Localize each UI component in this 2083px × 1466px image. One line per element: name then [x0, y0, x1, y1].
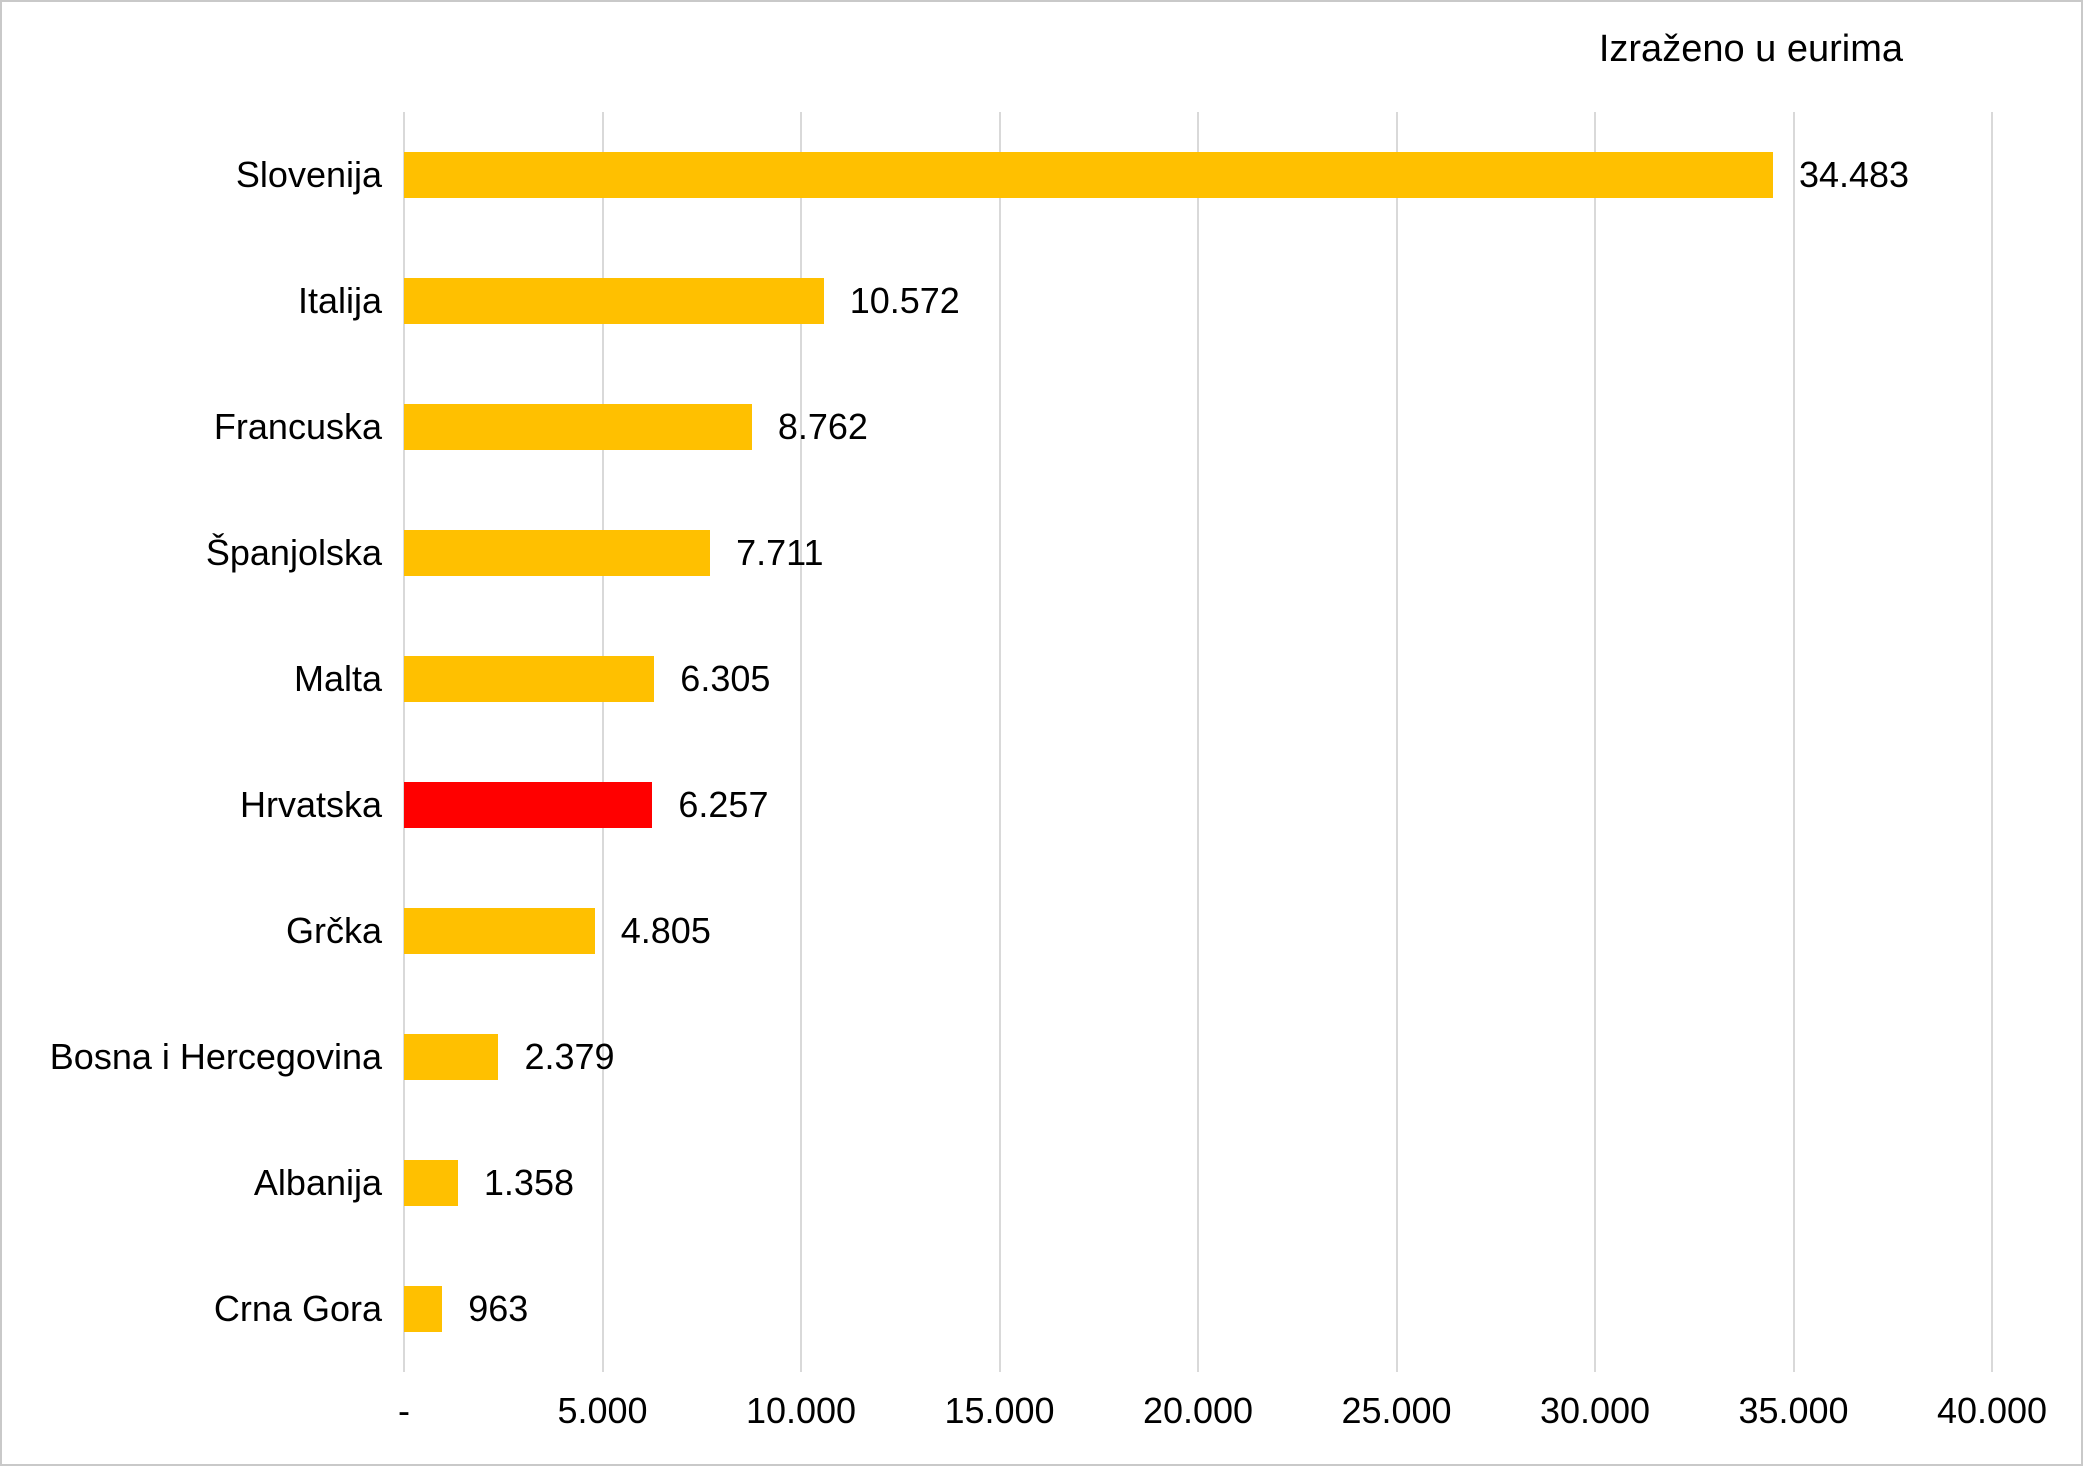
bar [404, 152, 1773, 198]
x-tick-label: 40.000 [1936, 1390, 2048, 1431]
x-tick-label: 35.000 [1738, 1390, 1849, 1431]
gridline [1991, 112, 1993, 1372]
bar [404, 278, 824, 324]
gridline [998, 112, 1001, 1372]
value-label: 8.762 [777, 406, 868, 447]
bar-row: 963 [404, 1246, 1992, 1372]
plot-area: 34.483 10.572 8.762 7.711 6.305 6.257 4.805 2.3… [403, 112, 1993, 1372]
category-label: Crna Gora [213, 1288, 382, 1329]
category-label: Hrvatska [239, 784, 382, 825]
bar-row: 7.711 [404, 490, 1992, 616]
value-label: 6.257 [678, 784, 769, 825]
category-label: Albanija [253, 1162, 382, 1203]
bar-row: 6.257 [404, 742, 1992, 868]
x-tick-label: 5.000 [557, 1390, 648, 1431]
bar [404, 1034, 499, 1080]
gridline [1594, 112, 1596, 1372]
x-axis: - 5.000 10.000 15.000 20.000 25.000 30.000 35.0… [398, 1390, 2047, 1440]
gridline [601, 112, 604, 1372]
category-label: Grčka [285, 910, 382, 951]
value-label: 2.379 [524, 1036, 615, 1077]
bar [404, 908, 595, 954]
bar [404, 782, 653, 828]
bar [404, 1286, 443, 1332]
x-tick-label: 20.000 [1142, 1390, 1254, 1431]
value-label: 1.358 [483, 1162, 574, 1203]
category-label: Francuska [213, 406, 382, 447]
category-label: Bosna i Hercegovina [49, 1036, 382, 1077]
value-label: 4.805 [620, 910, 711, 951]
value-label: 963 [468, 1288, 529, 1329]
bar-row: 1.358 [404, 1120, 1992, 1246]
category-label: Italija [297, 280, 382, 321]
value-label: 34.483 [1798, 154, 1910, 195]
gridline [1197, 112, 1199, 1372]
bar-row: 4.805 [404, 868, 1992, 994]
x-tick-label: 25.000 [1341, 1390, 1452, 1431]
x-tick-label: - [398, 1390, 410, 1431]
category-label: Španjolska [205, 532, 382, 573]
bar [404, 656, 655, 702]
value-label: 10.572 [849, 280, 960, 321]
gridline [403, 112, 405, 1372]
gridline [1792, 112, 1795, 1372]
x-tick-label: 15.000 [944, 1390, 1055, 1431]
category-axis: Slovenija Italija Francuska Španjolska Malta… [22, 112, 382, 1372]
chart-title: Izraženo u eurima [1598, 28, 1903, 70]
bar [404, 530, 711, 576]
bar-row: 6.305 [404, 616, 1992, 742]
x-tick-label: 10.000 [745, 1390, 857, 1431]
bar-row: 10.572 [404, 238, 1992, 364]
x-tick-label: 30.000 [1539, 1390, 1651, 1431]
bar [404, 404, 752, 450]
bar [404, 1160, 458, 1206]
gridline [800, 112, 802, 1372]
bar-row: 34.483 [404, 112, 1992, 238]
bar-row: 2.379 [404, 994, 1992, 1120]
category-label: Slovenija [235, 154, 382, 195]
category-label: Malta [293, 658, 382, 699]
bar-row: 8.762 [404, 364, 1992, 490]
value-label: 6.305 [680, 658, 771, 699]
value-label: 7.711 [736, 532, 824, 573]
gridline [1395, 112, 1398, 1372]
